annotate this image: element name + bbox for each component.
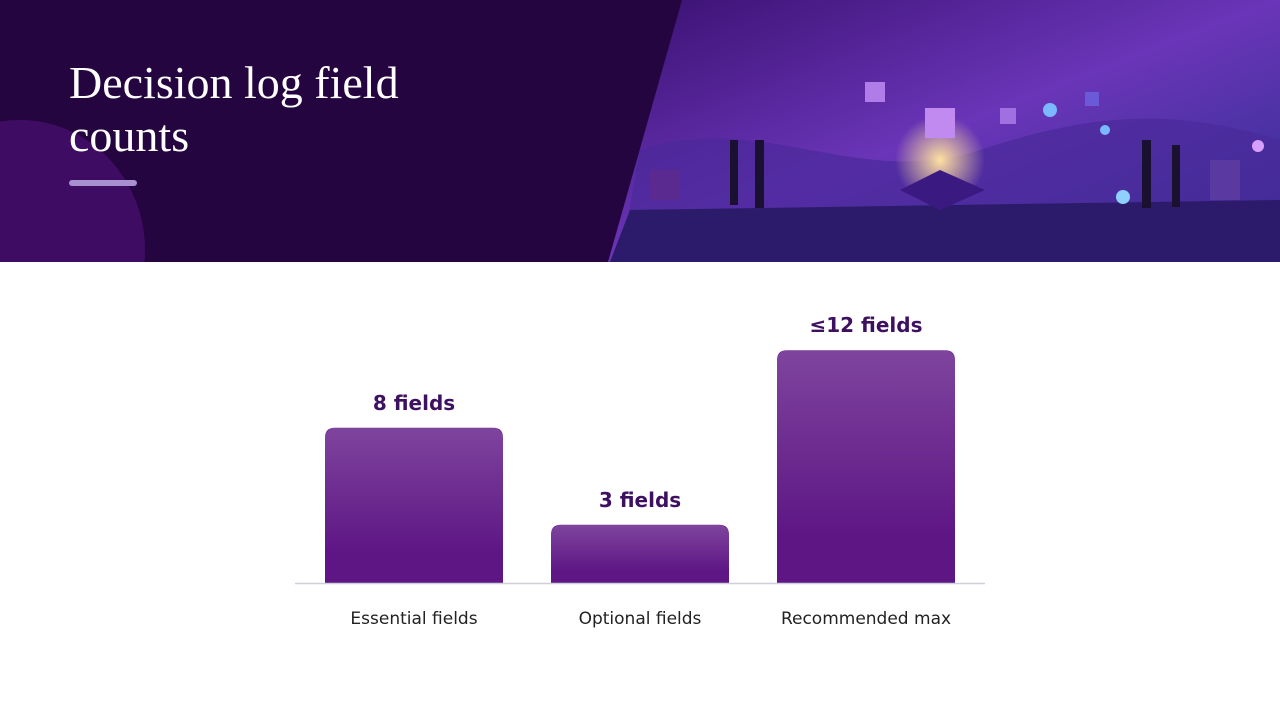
category-label: Optional fields	[579, 609, 702, 629]
bar-shade	[325, 427, 503, 583]
category-label: Essential fields	[350, 609, 477, 629]
title-underline	[69, 180, 137, 186]
value-label: ≤12 fields	[809, 313, 922, 337]
bar-shade	[551, 524, 729, 583]
slide-title: Decision log field counts	[69, 57, 399, 161]
value-label: 3 fields	[599, 488, 681, 512]
bar-shade	[777, 350, 955, 583]
header-banner	[0, 0, 1280, 262]
category-label: Recommended max	[781, 609, 951, 629]
chart: 8 fields Essential fields 3 fields Optional…	[295, 313, 985, 629]
value-label: 8 fields	[373, 391, 455, 415]
